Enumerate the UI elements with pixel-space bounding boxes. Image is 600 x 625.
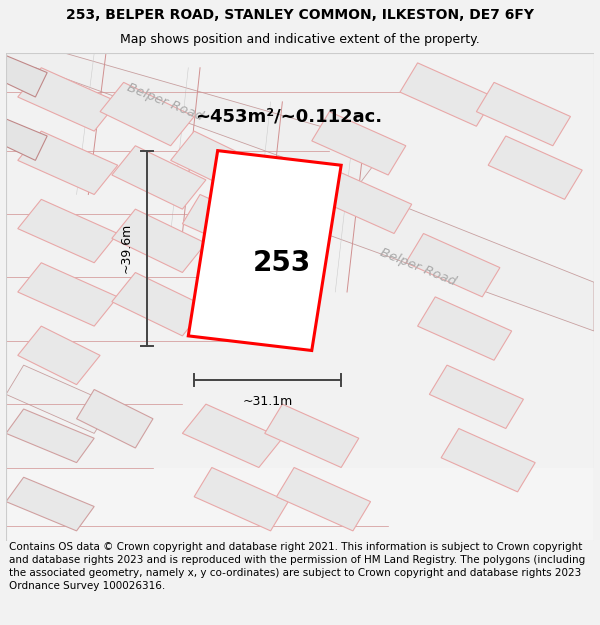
- Polygon shape: [418, 297, 512, 360]
- Polygon shape: [18, 262, 118, 326]
- Polygon shape: [112, 146, 206, 209]
- Text: Belper Road: Belper Road: [377, 246, 458, 289]
- Polygon shape: [488, 136, 582, 199]
- Polygon shape: [100, 82, 194, 146]
- Polygon shape: [18, 131, 118, 194]
- Polygon shape: [77, 389, 153, 448]
- Polygon shape: [112, 272, 206, 336]
- Polygon shape: [441, 429, 535, 492]
- Polygon shape: [317, 170, 412, 234]
- Polygon shape: [194, 468, 288, 531]
- Polygon shape: [18, 68, 118, 131]
- Polygon shape: [0, 116, 47, 161]
- Polygon shape: [277, 468, 371, 531]
- Polygon shape: [476, 82, 571, 146]
- Polygon shape: [406, 234, 500, 297]
- Polygon shape: [6, 53, 388, 185]
- Polygon shape: [265, 404, 359, 468]
- Text: Belper Road: Belper Road: [125, 81, 205, 123]
- Polygon shape: [0, 53, 47, 97]
- Text: 253: 253: [253, 249, 311, 277]
- Polygon shape: [6, 409, 94, 462]
- Polygon shape: [112, 209, 206, 272]
- Polygon shape: [18, 199, 118, 262]
- Polygon shape: [6, 468, 594, 541]
- Polygon shape: [6, 365, 112, 433]
- Text: ~39.6m: ~39.6m: [120, 223, 133, 273]
- Polygon shape: [18, 326, 100, 384]
- Text: Map shows position and indicative extent of the property.: Map shows position and indicative extent…: [120, 33, 480, 46]
- Polygon shape: [400, 63, 494, 126]
- Polygon shape: [182, 194, 277, 258]
- Polygon shape: [271, 165, 594, 331]
- Polygon shape: [182, 404, 283, 468]
- Text: 253, BELPER ROAD, STANLEY COMMON, ILKESTON, DE7 6FY: 253, BELPER ROAD, STANLEY COMMON, ILKEST…: [66, 8, 534, 22]
- Polygon shape: [188, 151, 341, 351]
- Polygon shape: [312, 112, 406, 175]
- Text: ~453m²/~0.112ac.: ~453m²/~0.112ac.: [194, 107, 382, 126]
- Text: Contains OS data © Crown copyright and database right 2021. This information is : Contains OS data © Crown copyright and d…: [9, 542, 585, 591]
- Polygon shape: [430, 365, 523, 429]
- Text: ~31.1m: ~31.1m: [242, 395, 293, 408]
- Polygon shape: [6, 478, 94, 531]
- Polygon shape: [170, 131, 265, 194]
